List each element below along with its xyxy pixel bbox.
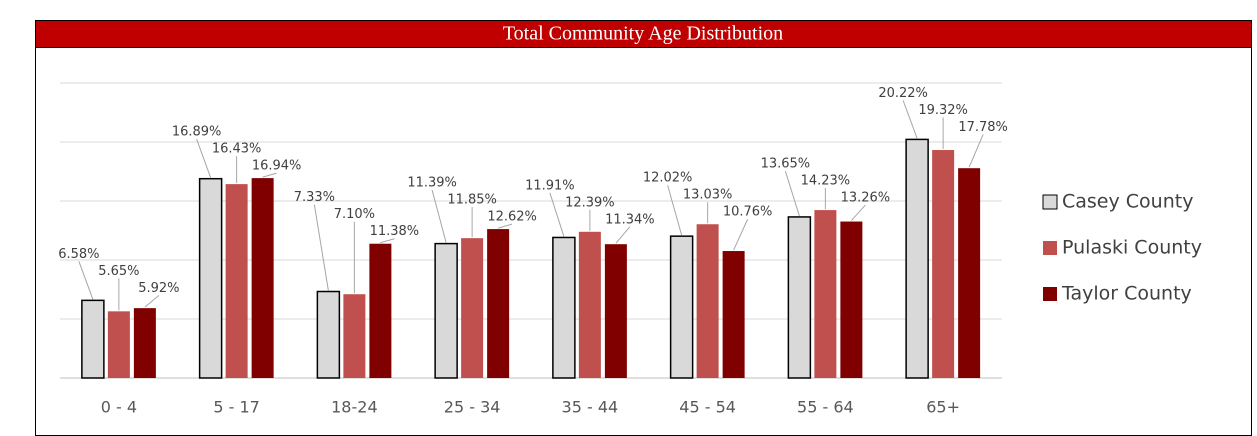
bar: [722, 251, 745, 378]
data-label: 12.02%: [643, 171, 693, 186]
data-label: 16.94%: [252, 159, 302, 174]
legend-swatch: [1042, 194, 1058, 210]
bar: [958, 168, 981, 378]
data-label: 10.76%: [723, 205, 773, 220]
data-label: 11.38%: [370, 224, 420, 239]
data-label: 7.10%: [334, 207, 375, 222]
data-label: 11.91%: [525, 178, 575, 193]
data-label: 16.43%: [212, 142, 262, 157]
leader-line: [196, 138, 212, 178]
data-label: 13.65%: [761, 157, 811, 172]
legend-swatch: [1043, 287, 1057, 301]
bar: [369, 243, 392, 378]
data-label: 14.23%: [801, 174, 851, 189]
x-tick-label: 65+: [926, 398, 960, 417]
bar: [604, 244, 627, 378]
bar: [578, 231, 601, 378]
x-tick-label: 5 - 17: [213, 398, 259, 417]
bar: [552, 236, 576, 379]
x-tick-label: 45 - 54: [679, 398, 736, 417]
leader-line: [968, 134, 984, 168]
bar: [787, 216, 812, 379]
data-label: 11.34%: [605, 212, 655, 227]
bar: [696, 224, 719, 378]
x-tick-label: 35 - 44: [562, 398, 619, 417]
bar: [81, 299, 105, 379]
title-bar: [35, 20, 1252, 48]
leader-line: [313, 204, 329, 291]
leader-line: [431, 189, 447, 243]
bar: [107, 311, 130, 378]
leader-line: [784, 170, 800, 217]
legend-label: Casey County: [1062, 191, 1193, 213]
leader-line: [144, 294, 160, 308]
leader-line: [615, 226, 631, 244]
leader-line: [733, 219, 749, 251]
bar: [905, 138, 929, 379]
bar: [343, 294, 366, 378]
chart-title: Total Community Age Distribution: [503, 23, 783, 45]
data-label: 12.39%: [565, 195, 615, 210]
legend-swatch: [1043, 241, 1057, 255]
data-label: 20.22%: [878, 86, 928, 101]
leader-line: [549, 192, 565, 237]
bar: [316, 290, 341, 379]
leader-line: [851, 204, 866, 221]
data-label: 13.26%: [841, 191, 891, 206]
data-label: 6.58%: [58, 247, 99, 262]
bar: [840, 221, 863, 378]
data-label: 5.65%: [98, 264, 139, 279]
data-label: 11.85%: [447, 193, 497, 208]
data-label: 16.89%: [172, 125, 222, 140]
bar: [461, 238, 484, 378]
x-tick-label: 25 - 34: [444, 398, 501, 417]
legend-label: Taylor County: [1061, 283, 1192, 305]
x-tick-label: 55 - 64: [797, 398, 854, 417]
leader-line: [667, 185, 683, 236]
leader-line: [902, 100, 918, 139]
data-label: 17.78%: [958, 120, 1008, 135]
legend-label: Pulaski County: [1062, 237, 1202, 259]
leader-line: [380, 238, 395, 244]
leader-line: [497, 223, 513, 229]
data-label: 11.39%: [407, 176, 457, 191]
bar: [932, 150, 955, 378]
x-tick-label: 18-24: [331, 398, 378, 417]
leader-line: [262, 172, 277, 178]
bar: [251, 178, 274, 378]
bar: [133, 308, 156, 378]
data-label: 5.92%: [138, 281, 179, 296]
bar: [198, 177, 223, 379]
leader-line: [78, 261, 94, 300]
bar: [225, 184, 248, 378]
x-tick-label: 0 - 4: [101, 398, 137, 417]
data-label: 19.32%: [918, 103, 968, 118]
data-label: 7.33%: [294, 190, 335, 205]
bar: [669, 235, 694, 379]
bar: [434, 242, 458, 379]
bar: [487, 229, 510, 378]
bar: [814, 210, 837, 378]
data-label: 12.62%: [487, 210, 537, 225]
data-label: 13.03%: [683, 188, 733, 203]
